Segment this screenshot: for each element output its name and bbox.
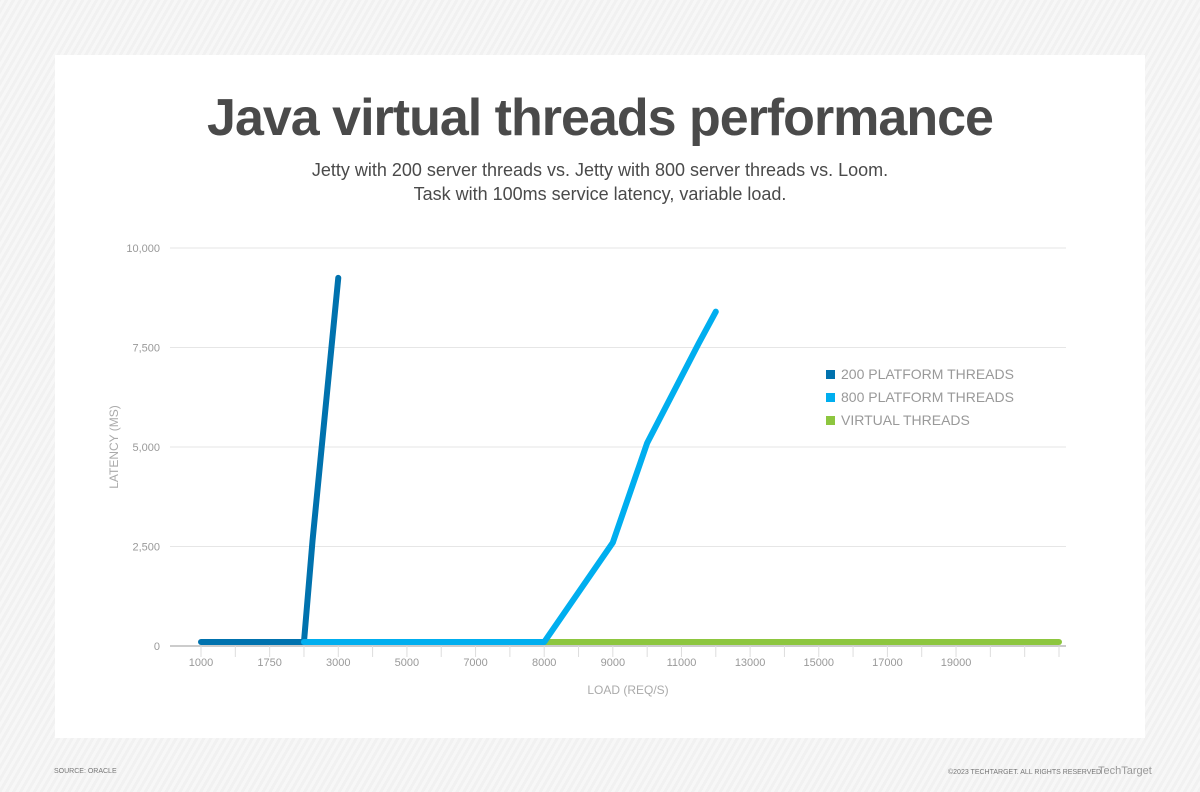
legend-label: 800 PLATFORM THREADS <box>841 389 1014 405</box>
chart-card <box>55 55 1145 738</box>
subtitle-line-1: Jetty with 200 server threads vs. Jetty … <box>311 160 889 180</box>
x-tick-label: 3000 <box>326 657 350 669</box>
y-tick-label: 10,000 <box>126 243 160 255</box>
x-tick-label: 1000 <box>189 657 213 669</box>
legend-swatch <box>826 393 835 402</box>
x-tick-label: 7000 <box>463 657 487 669</box>
y-tick-label: 0 <box>154 641 160 653</box>
legend-label: VIRTUAL THREADS <box>841 412 970 428</box>
x-tick-label: 9000 <box>601 657 625 669</box>
x-tick-label: 8000 <box>532 657 556 669</box>
x-tick-label: 11000 <box>667 657 697 669</box>
copyright: ©2023 TECHTARGET. ALL RIGHTS RESERVED <box>948 769 1102 776</box>
y-tick-label: 5,000 <box>132 442 160 454</box>
legend-swatch <box>826 370 835 379</box>
chart-title: Java virtual threads performance <box>207 89 994 147</box>
legend-label: 200 PLATFORM THREADS <box>841 366 1014 382</box>
techtarget-logo: TechTarget <box>1098 765 1152 777</box>
subtitle-line-2: Task with 100ms service latency, variabl… <box>413 184 787 204</box>
y-tick-label: 2,500 <box>132 542 160 554</box>
legend-swatch <box>826 416 835 425</box>
x-tick-label: 13000 <box>735 657 766 669</box>
x-tick-label: 15000 <box>803 657 834 669</box>
source-note: SOURCE: ORACLE <box>54 768 117 775</box>
x-tick-label: 1750 <box>257 657 281 669</box>
x-axis-label: LOAD (REQ/S) <box>587 683 668 697</box>
series-line-0 <box>198 274 342 646</box>
y-axis-label: LATENCY (MS) <box>107 405 121 489</box>
x-tick-label: 5000 <box>395 657 419 669</box>
y-tick-label: 7,500 <box>132 343 160 355</box>
x-tick-label: 17000 <box>872 657 903 669</box>
series-line-1 <box>300 308 719 646</box>
x-tick-label: 19000 <box>941 657 972 669</box>
